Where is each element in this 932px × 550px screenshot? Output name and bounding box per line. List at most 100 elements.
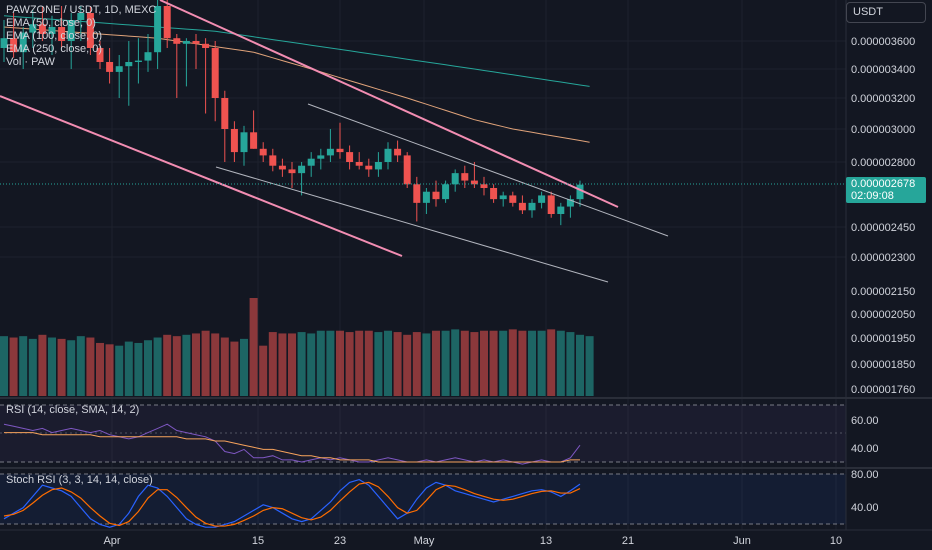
candle-body xyxy=(413,184,421,203)
volume-bars xyxy=(0,298,594,396)
volume-bar xyxy=(537,330,546,396)
volume-bar xyxy=(38,334,47,396)
rsi-line xyxy=(3,423,581,465)
candle-body xyxy=(58,27,66,41)
candle-body xyxy=(528,202,536,211)
candle-body xyxy=(336,148,344,153)
volume-bar xyxy=(172,336,181,396)
volume-bar xyxy=(268,332,277,396)
candle-body xyxy=(557,206,565,214)
channel-line-lower[interactable] xyxy=(215,166,609,283)
trend-line-lower[interactable] xyxy=(0,95,403,257)
stoch-band xyxy=(0,474,846,524)
volume-bar xyxy=(67,340,76,396)
volume-bar xyxy=(432,330,440,396)
stoch-title[interactable]: Stoch RSI (3, 3, 14, 14, close) xyxy=(6,474,153,486)
candle-body xyxy=(288,169,296,174)
price-tick-label: 0.000002300 xyxy=(851,252,915,264)
symbol-title[interactable]: PAWZONE / USDT, 1D, MEXC xyxy=(6,4,157,16)
legend-ema250[interactable]: EMA (250, close, 0) xyxy=(6,43,102,55)
volume-bar xyxy=(451,329,460,396)
time-tick-label: 23 xyxy=(334,535,346,547)
volume-bar xyxy=(355,330,364,396)
price-tick-label: 0.000003000 xyxy=(851,124,915,136)
stoch-tick-label: 80.00 xyxy=(851,469,879,481)
volume-bar xyxy=(192,333,200,396)
stoch-tick-label: 40.00 xyxy=(851,502,879,514)
time-tick-label: 10 xyxy=(830,535,842,547)
candle-body xyxy=(403,155,411,185)
candle-body xyxy=(96,48,104,62)
rsi-axis[interactable]: 60.00 40.00 xyxy=(851,415,879,455)
price-tick-label: 0.000002050 xyxy=(851,309,915,321)
volume-bar xyxy=(86,337,95,396)
candle-body xyxy=(192,41,200,44)
volume-bar xyxy=(460,330,469,396)
volume-bar xyxy=(326,330,335,396)
volume-bar xyxy=(96,342,104,396)
volume-bar xyxy=(441,330,450,396)
stoch-axis[interactable]: 80.00 40.00 xyxy=(851,469,879,514)
stoch-k-line xyxy=(3,478,581,528)
legend-ema100[interactable]: EMA (100, close, 0) xyxy=(6,30,102,42)
candle-body xyxy=(461,173,469,181)
candle-body xyxy=(355,162,363,166)
trend-lines[interactable] xyxy=(0,0,669,283)
rsi-title[interactable]: RSI (14, close, SMA, 14, 2) xyxy=(6,404,140,416)
candle-body xyxy=(384,148,392,162)
volume-bar xyxy=(585,336,594,396)
volume-bar xyxy=(144,340,152,396)
volume-bar xyxy=(345,332,354,396)
candle-body xyxy=(144,52,152,61)
channel-line-upper[interactable] xyxy=(307,103,669,237)
legend-ema50[interactable]: EMA (50, close, 0) xyxy=(6,17,96,29)
volume-bar xyxy=(163,334,172,396)
quote-currency-button[interactable]: USDT xyxy=(846,2,926,23)
volume-bar xyxy=(182,334,191,396)
rsi-tick-label: 60.00 xyxy=(851,415,879,427)
candle-body xyxy=(394,148,402,156)
volume-bar xyxy=(499,330,508,396)
legend-volume[interactable]: Vol · PAW xyxy=(6,56,55,68)
candle-body xyxy=(77,13,85,20)
volume-bar xyxy=(566,332,575,396)
volume-bar xyxy=(547,329,556,396)
volume-bar xyxy=(259,345,268,396)
time-axis[interactable]: Apr 15 23 May 13 21 Jun 10 xyxy=(103,535,842,547)
price-axis[interactable]: 0.000003600 0.000003400 0.000003200 0.00000… xyxy=(851,36,915,396)
volume-bar xyxy=(316,330,325,396)
volume-bar xyxy=(153,337,162,396)
price-tick-label: 0.000002150 xyxy=(851,286,915,298)
candle-body xyxy=(230,129,238,153)
candle-body xyxy=(422,191,430,203)
candle-body xyxy=(259,148,267,156)
candle-body xyxy=(432,191,440,200)
volume-bar xyxy=(518,330,527,396)
volume-bar xyxy=(556,330,565,396)
trend-line-upper[interactable] xyxy=(159,0,619,208)
candle-body xyxy=(221,98,229,129)
candle-body xyxy=(67,20,75,41)
time-tick-label: May xyxy=(414,535,435,547)
volume-bar xyxy=(249,298,258,396)
candle-body xyxy=(278,165,286,170)
candle-body xyxy=(518,202,526,211)
last-price-tag: 0.000002678 02:09:08 xyxy=(846,177,926,203)
rsi-ma-line xyxy=(4,432,580,463)
volume-bar xyxy=(28,338,37,396)
candle-body xyxy=(250,132,258,149)
candle-body xyxy=(163,6,171,39)
volume-bar xyxy=(364,330,373,396)
time-tick-label: 13 xyxy=(540,535,552,547)
candle-body xyxy=(182,41,190,44)
volume-bar xyxy=(393,332,402,396)
last-price-value: 0.000002678 xyxy=(851,178,916,190)
candle-body xyxy=(442,184,450,200)
candle-body xyxy=(576,184,584,200)
candle-body xyxy=(346,152,354,162)
grid-lines xyxy=(0,0,846,530)
volume-bar xyxy=(374,332,383,396)
candle-body xyxy=(326,148,334,156)
candle-body xyxy=(374,162,382,170)
